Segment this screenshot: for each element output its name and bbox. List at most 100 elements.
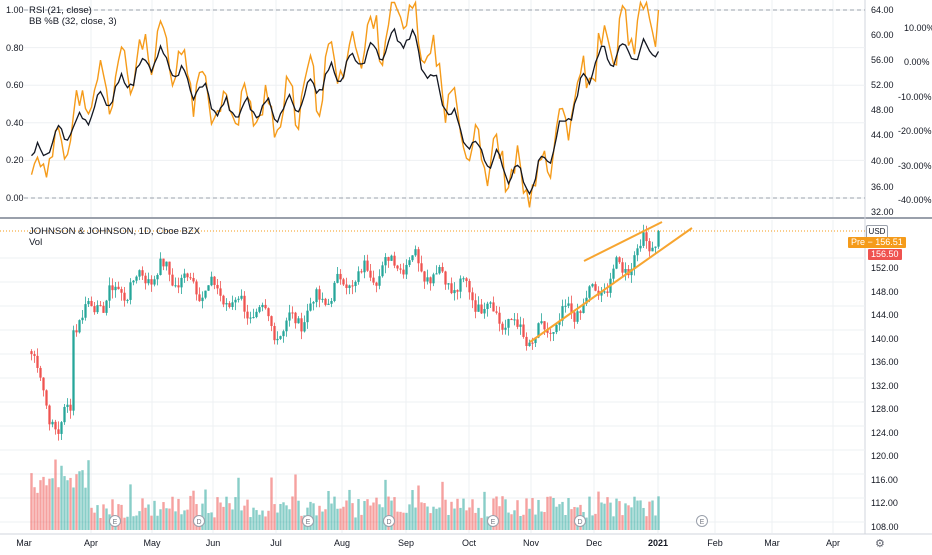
candle-body bbox=[144, 275, 147, 284]
volume-bar bbox=[171, 496, 174, 530]
candle-body bbox=[330, 301, 333, 304]
volume-bar bbox=[186, 509, 189, 530]
right-scale-label: 36.00 bbox=[871, 182, 894, 192]
candle-body bbox=[414, 249, 417, 256]
symbol-legend[interactable]: JOHNSON & JOHNSON, 1D, Cboe BZX Vol bbox=[29, 226, 200, 248]
candle-body bbox=[576, 311, 579, 322]
volume-bar bbox=[339, 508, 342, 530]
volume-bar bbox=[603, 503, 606, 530]
candle-body bbox=[45, 390, 48, 406]
price-scale-label: 144.00 bbox=[871, 310, 899, 320]
indicator-legend[interactable]: RSI (21, close) BB %B (32, close, 3) bbox=[29, 5, 117, 27]
candle-body bbox=[210, 276, 213, 286]
candle-body bbox=[246, 311, 249, 319]
volume-bar bbox=[429, 513, 432, 530]
right-scale-label: 32.00 bbox=[871, 207, 894, 217]
candle-body bbox=[426, 277, 429, 282]
candle-body bbox=[624, 269, 627, 273]
candle-body bbox=[69, 404, 72, 411]
right-scale-label: 60.00 bbox=[871, 30, 894, 40]
volume-bar bbox=[204, 489, 207, 530]
time-axis-label: Apr bbox=[825, 538, 841, 548]
candle-body bbox=[474, 300, 477, 312]
candle-body bbox=[480, 304, 483, 314]
volume-bar bbox=[258, 514, 261, 530]
volume-bar bbox=[81, 470, 84, 530]
price-scale-label: 112.00 bbox=[871, 498, 898, 508]
volume-bar bbox=[48, 478, 51, 530]
volume-bar bbox=[345, 500, 348, 530]
price-scale-label: 108.00 bbox=[871, 522, 899, 532]
volume-bar bbox=[414, 507, 417, 530]
volume-bar bbox=[546, 496, 549, 530]
event-marker-label: E bbox=[306, 519, 311, 526]
rsi-legend-label[interactable]: RSI (21, close) bbox=[29, 5, 92, 16]
candle-body bbox=[546, 329, 549, 333]
candle-body bbox=[504, 327, 507, 330]
volume-bar bbox=[93, 512, 96, 530]
bbpercentb-legend-label[interactable]: BB %B (32, close, 3) bbox=[29, 16, 117, 27]
volume-label[interactable]: Vol bbox=[29, 237, 43, 248]
candle-body bbox=[393, 255, 396, 266]
candle-body bbox=[81, 317, 84, 321]
candle-body bbox=[219, 288, 222, 296]
gear-icon[interactable]: ⚙ bbox=[875, 538, 885, 550]
candle-body bbox=[90, 300, 93, 307]
candle-body bbox=[333, 282, 336, 302]
price-scale-label: 140.00 bbox=[871, 334, 899, 344]
volume-bar bbox=[468, 507, 471, 530]
candle-body bbox=[621, 262, 624, 273]
volume-bar bbox=[285, 505, 288, 530]
candle-body bbox=[639, 245, 642, 249]
volume-bar bbox=[627, 505, 630, 530]
candle-body bbox=[510, 319, 513, 321]
candle-body bbox=[42, 377, 45, 391]
volume-bar bbox=[453, 508, 456, 530]
candle-body bbox=[225, 303, 228, 305]
candle-body bbox=[186, 273, 189, 278]
volume-bar bbox=[66, 480, 69, 530]
candle-body bbox=[318, 289, 321, 300]
volume-bar bbox=[279, 503, 282, 530]
candle-body bbox=[444, 271, 447, 285]
symbol-title[interactable]: JOHNSON & JOHNSON, 1D, Cboe BZX bbox=[29, 226, 201, 237]
event-marker-label: E bbox=[700, 519, 705, 526]
volume-bar bbox=[495, 496, 498, 530]
candle-body bbox=[174, 285, 177, 287]
candle-body bbox=[417, 249, 420, 264]
volume-bar bbox=[402, 512, 405, 530]
candle-body bbox=[513, 319, 516, 321]
candle-body bbox=[51, 421, 54, 425]
volume-bar bbox=[222, 506, 225, 530]
candle-body bbox=[240, 295, 243, 299]
volume-bar bbox=[624, 503, 627, 530]
volume-bar bbox=[231, 509, 234, 530]
volume-bar bbox=[297, 500, 300, 530]
left-scale-label: 0.60 bbox=[6, 80, 24, 90]
candle-body bbox=[363, 260, 366, 273]
percent-scale-label: -40.00% bbox=[898, 195, 932, 205]
volume-bar bbox=[528, 508, 531, 530]
candle-body bbox=[582, 303, 585, 313]
candle-body bbox=[492, 302, 495, 312]
candle-body bbox=[309, 303, 312, 311]
candle-body bbox=[297, 318, 300, 324]
volume-bar bbox=[177, 498, 180, 530]
volume-bar bbox=[105, 508, 108, 530]
volume-bar bbox=[324, 509, 327, 530]
candle-body bbox=[489, 302, 492, 304]
volume-bar bbox=[210, 512, 213, 530]
candle-body bbox=[273, 326, 276, 341]
candle-body bbox=[252, 317, 255, 319]
candle-body bbox=[567, 303, 570, 306]
volume-bar bbox=[270, 477, 273, 530]
event-marker-label: D bbox=[386, 519, 391, 526]
volume-bar bbox=[540, 511, 543, 530]
volume-bar bbox=[150, 515, 153, 530]
time-axis-label: Dec bbox=[585, 538, 603, 548]
volume-bar bbox=[36, 492, 39, 530]
candle-body bbox=[561, 306, 564, 321]
volume-bar bbox=[141, 498, 144, 530]
